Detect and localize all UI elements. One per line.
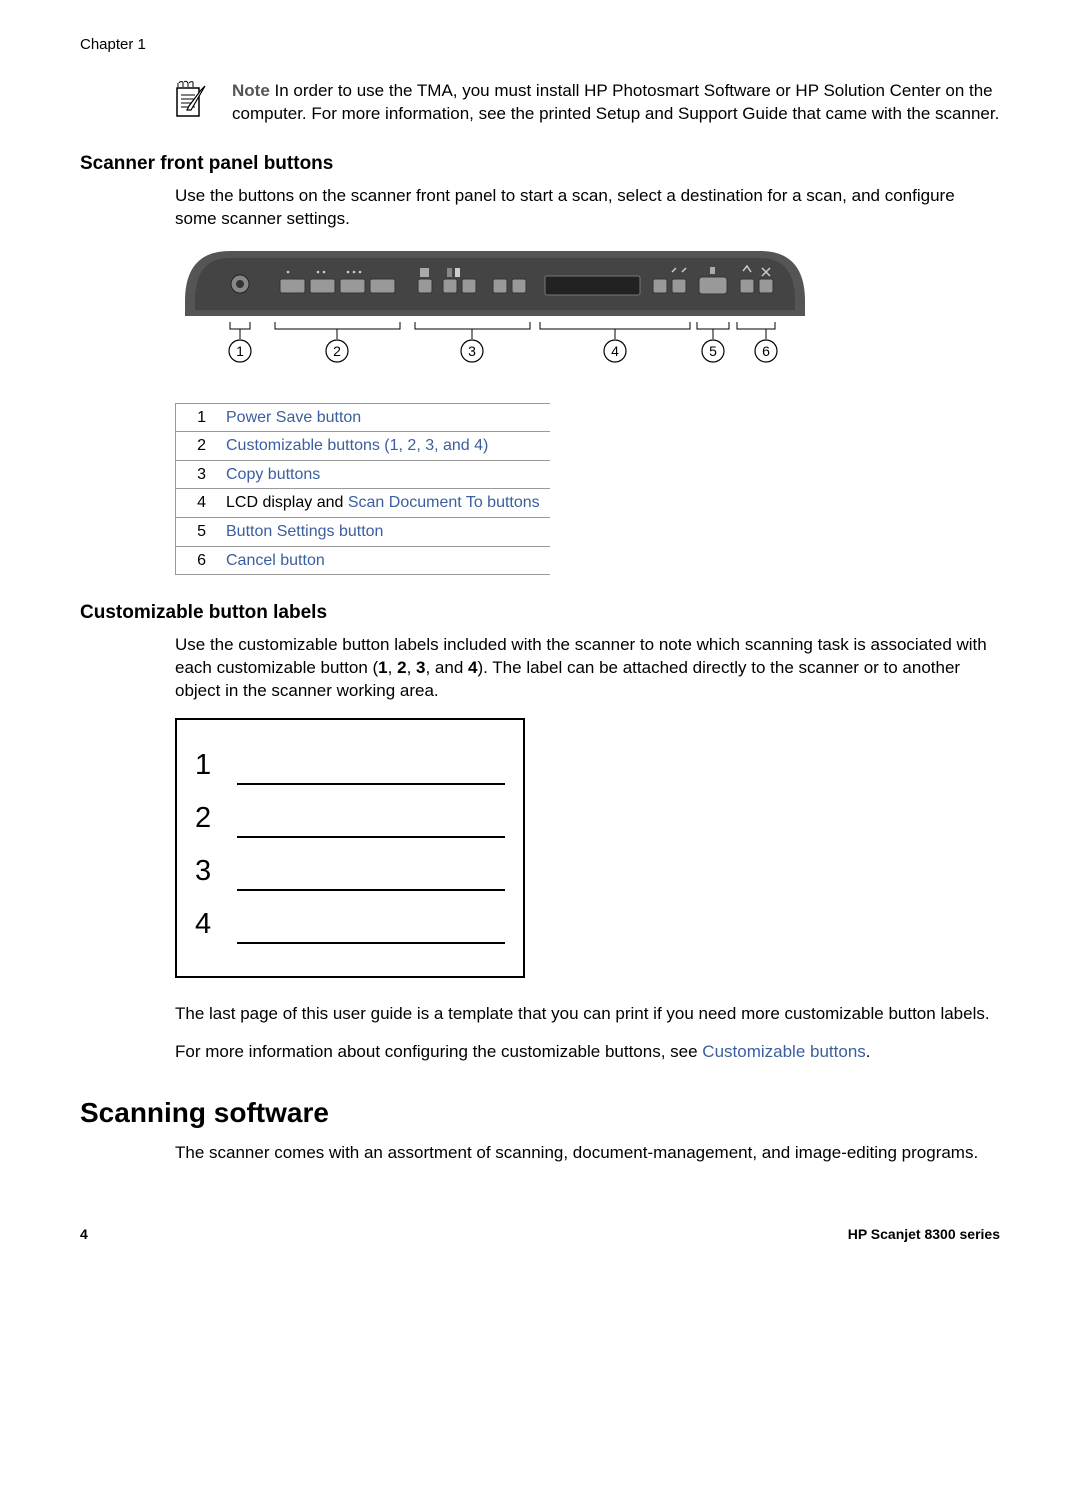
legend-prefix: LCD display and <box>226 494 348 511</box>
page-number: 4 <box>80 1225 88 1244</box>
legend-num: 3 <box>176 460 217 489</box>
label-num-3: 3 <box>195 852 237 891</box>
legend-link-scan-doc[interactable]: Scan Document To buttons <box>348 494 540 511</box>
svg-text:2: 2 <box>333 343 341 359</box>
legend-num: 4 <box>176 489 217 518</box>
legend-link-settings[interactable]: Button Settings button <box>226 523 383 540</box>
note-text: Note In order to use the TMA, you must i… <box>232 80 1000 126</box>
label-num-2: 2 <box>195 799 237 838</box>
legend-num: 6 <box>176 546 217 575</box>
note-icon <box>175 80 207 118</box>
label-num-1: 1 <box>195 746 237 785</box>
legend-link-power-save[interactable]: Power Save button <box>226 409 361 426</box>
svg-text:3: 3 <box>468 343 476 359</box>
note-block: Note In order to use the TMA, you must i… <box>175 80 1000 126</box>
section2-body: Use the customizable button labels inclu… <box>175 634 1000 703</box>
customizable-labels-card: 1 2 3 4 <box>175 718 525 979</box>
product-name: HP Scanjet 8300 series <box>848 1225 1000 1244</box>
section-heading-front-panel: Scanner front panel buttons <box>80 151 1000 177</box>
legend-link-customizable[interactable]: Customizable buttons (1, 2, 3, and 4) <box>226 437 488 454</box>
legend-link-copy[interactable]: Copy buttons <box>226 466 320 483</box>
legend-num: 5 <box>176 517 217 546</box>
chapter-header: Chapter 1 <box>80 35 1000 55</box>
note-body: In order to use the TMA, you must instal… <box>232 81 999 123</box>
legend-num: 1 <box>176 403 217 432</box>
section3-body: The scanner comes with an assortment of … <box>175 1142 1000 1165</box>
section-heading-labels: Customizable button labels <box>80 600 1000 626</box>
svg-text:1: 1 <box>236 343 244 359</box>
legend-table: 1 Power Save button 2 Customizable buttons… <box>175 403 550 576</box>
note-label: Note <box>232 81 270 100</box>
svg-text:4: 4 <box>611 343 619 359</box>
page-footer: 4 HP Scanjet 8300 series <box>80 1225 1000 1244</box>
svg-text:6: 6 <box>762 343 770 359</box>
section2-p3: For more information about configuring t… <box>175 1041 1000 1064</box>
link-customizable-buttons[interactable]: Customizable buttons <box>702 1042 865 1061</box>
section1-body: Use the buttons on the scanner front pan… <box>175 185 1000 231</box>
label-line <box>237 863 505 891</box>
legend-num: 2 <box>176 432 217 461</box>
section2-p2: The last page of this user guide is a te… <box>175 1003 1000 1026</box>
section-heading-software: Scanning software <box>80 1094 1000 1132</box>
scanner-panel-diagram: 1 2 3 4 5 6 <box>175 246 1000 398</box>
label-line <box>237 757 505 785</box>
legend-link-cancel[interactable]: Cancel button <box>226 552 325 569</box>
label-line <box>237 916 505 944</box>
svg-text:5: 5 <box>709 343 717 359</box>
label-line <box>237 810 505 838</box>
label-num-4: 4 <box>195 905 237 944</box>
